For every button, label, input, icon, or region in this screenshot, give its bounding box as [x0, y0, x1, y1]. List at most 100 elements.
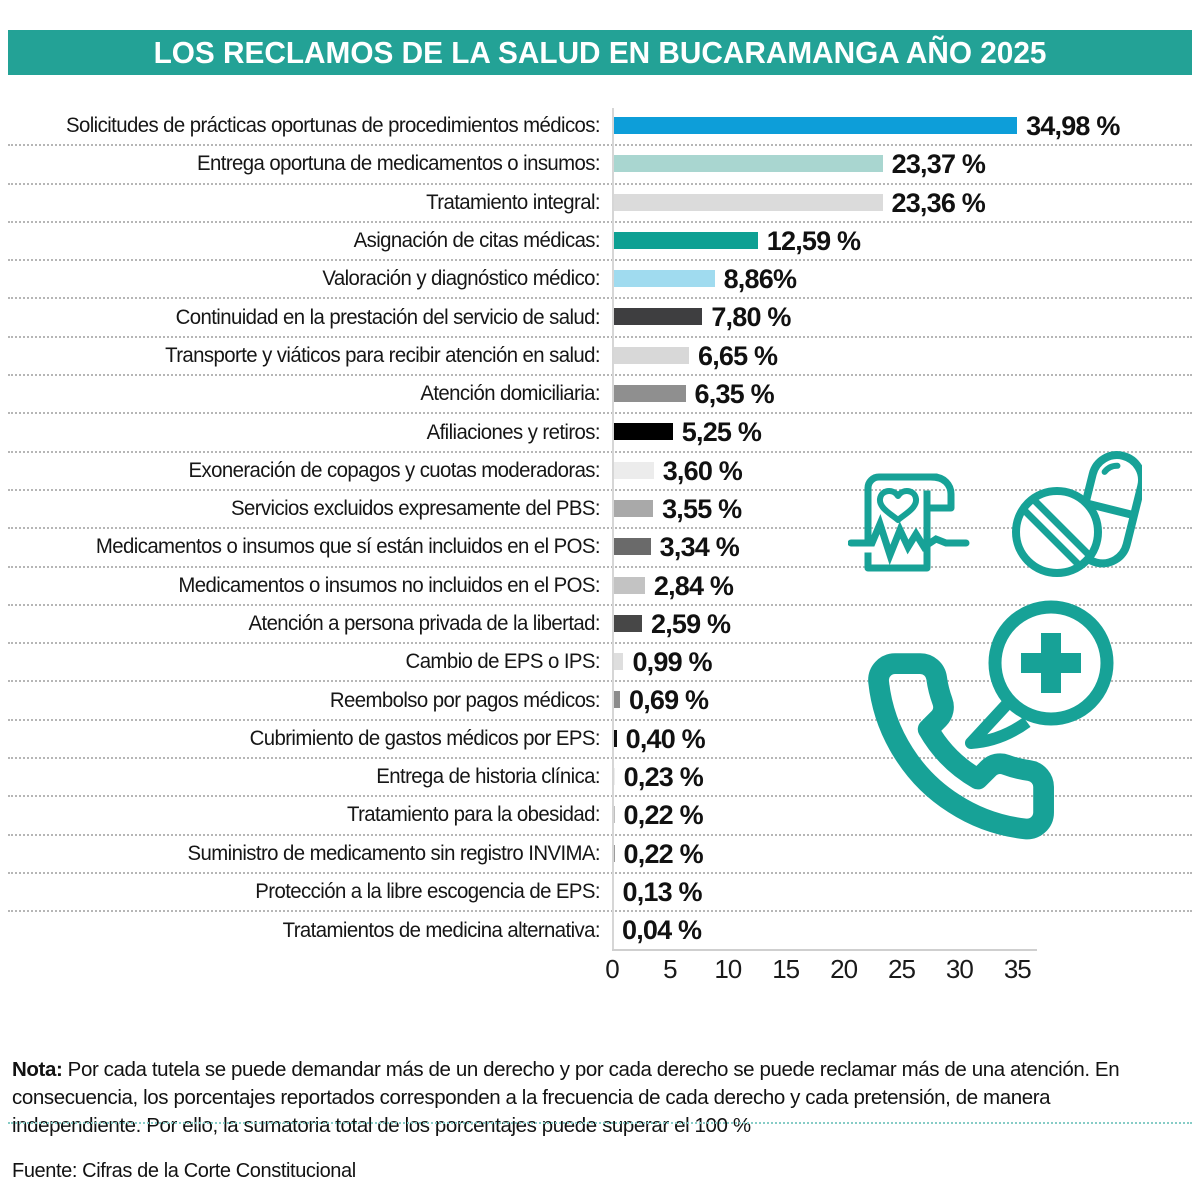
category-label: Atención a persona privada de la liberta…	[248, 612, 600, 635]
x-axis-tick: 20	[830, 954, 858, 984]
x-axis-tick: 0	[605, 954, 620, 984]
bar	[612, 461, 654, 479]
phone-assistance-icon	[868, 600, 1114, 840]
x-axis-tick: 30	[945, 954, 974, 984]
value-label: 0,13 %	[622, 876, 703, 907]
value-label: 12,59 %	[766, 225, 861, 256]
category-label: Tratamientos de medicina alternativa:	[282, 919, 601, 943]
bar-row: Continuidad en la prestación del servici…	[8, 299, 1192, 338]
bar	[612, 155, 883, 173]
value-label: 8,86%	[723, 264, 797, 295]
category-label: Suministro de medicamento sin registro I…	[187, 841, 601, 865]
bar	[612, 308, 703, 326]
category-label: Entrega oportuna de medicamentos o insum…	[196, 152, 601, 176]
bar-row: Afiliaciones y retiros: 5,25 %	[8, 414, 1192, 453]
bar-row: Medicamentos o insumos no incluidos en e…	[8, 568, 1192, 606]
bar	[612, 117, 1018, 134]
category-label: Cubrimiento de gastos médicos por EPS:	[249, 726, 601, 750]
value-label: 2,59 %	[650, 608, 731, 639]
bar-row: Atención domiciliaria: 6,35 %	[8, 376, 1192, 415]
value-label: 23,37 %	[891, 149, 986, 180]
value-label: 0,04 %	[622, 915, 702, 946]
x-axis-tick: 5	[663, 954, 678, 984]
category-label: Tratamiento integral:	[426, 190, 600, 214]
value-label: 0,40 %	[625, 723, 706, 754]
category-label: Reembolso por pagos médicos:	[329, 688, 601, 712]
bar	[612, 538, 651, 556]
category-label: Servicios excluidos expresamente del PBS…	[230, 497, 601, 521]
bar	[612, 576, 645, 594]
x-axis: 0 5 10 15 20 25 30 35	[8, 954, 1192, 986]
category-label: Asignación de citas médicas:	[353, 229, 601, 253]
value-label: 6,65 %	[698, 340, 778, 371]
value-label: 5,25 %	[681, 417, 762, 448]
bar	[612, 270, 715, 288]
bar-row: Valoración y diagnóstico médico: 8,86%	[8, 261, 1192, 300]
bar	[612, 385, 686, 403]
bar-row: Atención a persona privada de la liberta…	[8, 606, 1192, 645]
bar-row: Entrega oportuna de medicamentos o insum…	[8, 146, 1192, 185]
x-axis-tick: 35	[1003, 954, 1032, 984]
bar-row: Tratamiento para la obesidad: 0,22 %	[8, 797, 1192, 836]
bar-row: Solicitudes de prácticas oportunas de pr…	[8, 108, 1192, 147]
bar-row: Tratamiento integral: 23,36 %	[8, 185, 1192, 223]
bar-row: Cubrimiento de gastos médicos por EPS: 0,…	[8, 721, 1192, 760]
category-label: Cambio de EPS o IPS:	[405, 650, 601, 674]
value-label: 3,55 %	[662, 493, 742, 524]
bar-row: Reembolso por pagos médicos: 0,69 %	[8, 682, 1192, 721]
bar-row: Servicios excluidos expresamente del PBS…	[8, 491, 1192, 530]
category-label: Exoneración de copagos y cuotas moderado…	[188, 458, 601, 482]
category-label: Medicamentos o insumos no incluidos en e…	[178, 573, 600, 597]
value-label: 23,36 %	[891, 187, 986, 218]
x-axis-line	[612, 949, 1037, 951]
bar	[612, 231, 758, 249]
bar	[612, 614, 642, 632]
bar	[612, 691, 620, 709]
bar-row: Entrega de historia clínica: 0,23 %	[8, 759, 1192, 798]
bar	[612, 499, 654, 517]
bar-row: Asignación de citas médicas: 12,59 %	[8, 223, 1192, 262]
bar-row: Tratamientos de medicina alternativa: 0,0…	[8, 912, 1192, 950]
bar-row: Medicamentos o insumos que sí están incl…	[8, 529, 1192, 568]
category-label: Transporte y viáticos para recibir atenc…	[165, 343, 601, 367]
pills-icon	[1012, 451, 1142, 577]
bar-chart: Solicitudes de prácticas oportunas de pr…	[8, 108, 1192, 951]
x-axis-tick: 15	[772, 954, 800, 984]
category-label: Atención domiciliaria:	[420, 382, 600, 406]
medical-report-ecg-icon	[848, 473, 970, 572]
page-title: LOS RECLAMOS DE LA SALUD EN BUCARAMANGA …	[153, 34, 1047, 70]
x-axis-tick: 10	[714, 954, 742, 984]
source-text: Fuente: Cifras de la Corte Constituciona…	[12, 1160, 356, 1182]
category-label: Tratamiento para la obesidad:	[346, 803, 601, 827]
note-text: Nota: Por cada tutela se puede demandar …	[12, 1057, 1120, 1137]
category-label: Entrega de historia clínica:	[376, 765, 600, 789]
bar	[612, 653, 624, 671]
bar	[612, 346, 689, 364]
note-label: Nota:	[12, 1057, 63, 1081]
value-label: 0,22 %	[623, 800, 704, 831]
value-label: 0,69 %	[628, 685, 709, 716]
bar-row: Cambio de EPS o IPS: 0,99 %	[8, 644, 1192, 683]
bar-row: Transporte y viáticos para recibir atenc…	[8, 338, 1192, 377]
value-label: 6,35 %	[694, 379, 775, 410]
value-label: 0,99 %	[632, 647, 712, 678]
bar	[612, 193, 883, 211]
bar	[612, 729, 617, 747]
y-axis-line	[612, 108, 614, 950]
category-label: Protección a la libre escogencia de EPS:	[255, 880, 600, 904]
bar-row: Exoneración de copagos y cuotas moderado…	[8, 453, 1192, 491]
category-label: Valoración y diagnóstico médico:	[322, 267, 600, 291]
title-banner: LOS RECLAMOS DE LA SALUD EN BUCARAMANGA …	[8, 30, 1192, 75]
x-axis-tick: 25	[888, 954, 916, 984]
value-label: 3,60 %	[662, 455, 743, 486]
value-label: 0,22 %	[623, 838, 704, 869]
bar-row: Suministro de medicamento sin registro I…	[8, 836, 1192, 874]
value-label: 3,34 %	[659, 532, 740, 563]
category-label: Medicamentos o insumos que sí están incl…	[95, 535, 601, 559]
value-label: 7,80 %	[711, 302, 791, 333]
category-label: Continuidad en la prestación del servici…	[175, 305, 601, 329]
category-label: Afiliaciones y retiros:	[426, 420, 601, 444]
divider-line	[8, 1122, 1192, 1124]
value-label: 2,84 %	[653, 570, 734, 601]
value-label: 34,98 %	[1026, 111, 1120, 141]
